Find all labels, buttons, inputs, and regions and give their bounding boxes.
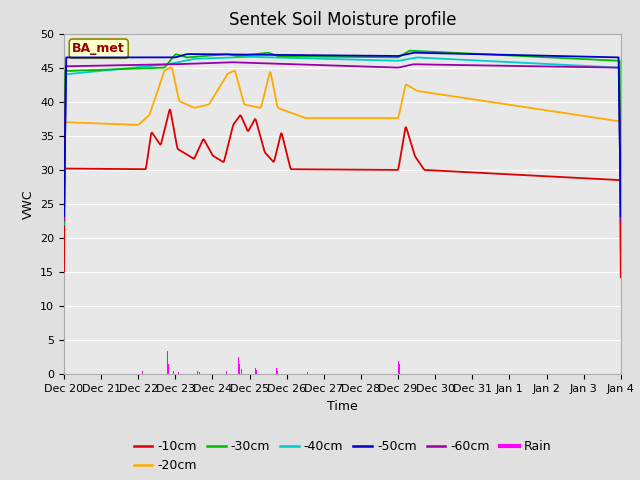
-60cm: [318, 62, 326, 68]
-20cm: [378, 115, 385, 121]
-40cm: [103, 67, 111, 73]
-20cm: [126, 122, 134, 128]
-40cm: [297, 55, 305, 61]
Line: -30cm: -30cm: [64, 51, 621, 223]
-20cm: [103, 121, 111, 127]
-20cm: [308, 115, 316, 121]
-50cm: [308, 52, 316, 58]
-40cm: [617, 218, 625, 224]
-10cm: [166, 107, 173, 112]
-60cm: [60, 217, 68, 223]
-30cm: [617, 215, 625, 220]
X-axis label: Time: Time: [327, 400, 358, 413]
-10cm: [318, 167, 326, 172]
-40cm: [318, 56, 326, 61]
Line: -20cm: -20cm: [64, 67, 621, 248]
-50cm: [377, 53, 385, 59]
-30cm: [406, 48, 414, 54]
-40cm: [308, 56, 316, 61]
-10cm: [103, 166, 111, 172]
-60cm: [227, 60, 235, 65]
-60cm: [378, 64, 385, 70]
-60cm: [308, 62, 316, 68]
Line: -40cm: -40cm: [64, 57, 621, 225]
-10cm: [60, 269, 68, 275]
-30cm: [103, 67, 111, 72]
-30cm: [377, 54, 385, 60]
-20cm: [168, 64, 175, 70]
-10cm: [297, 167, 305, 172]
-20cm: [617, 245, 625, 251]
Line: -60cm: -60cm: [64, 62, 621, 221]
-20cm: [297, 113, 305, 119]
-30cm: [60, 220, 68, 226]
-50cm: [318, 52, 326, 58]
-10cm: [378, 167, 385, 173]
-40cm: [60, 222, 68, 228]
-20cm: [318, 115, 326, 121]
-50cm: [126, 55, 134, 60]
-50cm: [617, 213, 625, 219]
-30cm: [308, 54, 316, 60]
-40cm: [246, 54, 254, 60]
Line: -50cm: -50cm: [64, 53, 621, 216]
Text: BA_met: BA_met: [72, 42, 125, 55]
-10cm: [308, 167, 316, 172]
-40cm: [378, 58, 385, 63]
-30cm: [126, 66, 134, 72]
-50cm: [296, 52, 304, 58]
Legend: -10cm, -20cm, -30cm, -40cm, -50cm, -60cm, Rain: -10cm, -20cm, -30cm, -40cm, -50cm, -60cm…: [129, 435, 556, 478]
-60cm: [103, 63, 111, 69]
-60cm: [126, 62, 134, 68]
-50cm: [60, 213, 68, 219]
-60cm: [297, 61, 305, 67]
-30cm: [318, 54, 326, 60]
-10cm: [617, 275, 625, 280]
-10cm: [126, 166, 134, 172]
Title: Sentek Soil Moisture profile: Sentek Soil Moisture profile: [228, 11, 456, 29]
-50cm: [103, 55, 111, 60]
-30cm: [296, 53, 304, 59]
-40cm: [126, 65, 134, 71]
Y-axis label: VWC: VWC: [22, 189, 35, 219]
-50cm: [411, 50, 419, 56]
-20cm: [60, 245, 68, 251]
-60cm: [617, 218, 625, 224]
Line: -10cm: -10cm: [64, 109, 621, 277]
